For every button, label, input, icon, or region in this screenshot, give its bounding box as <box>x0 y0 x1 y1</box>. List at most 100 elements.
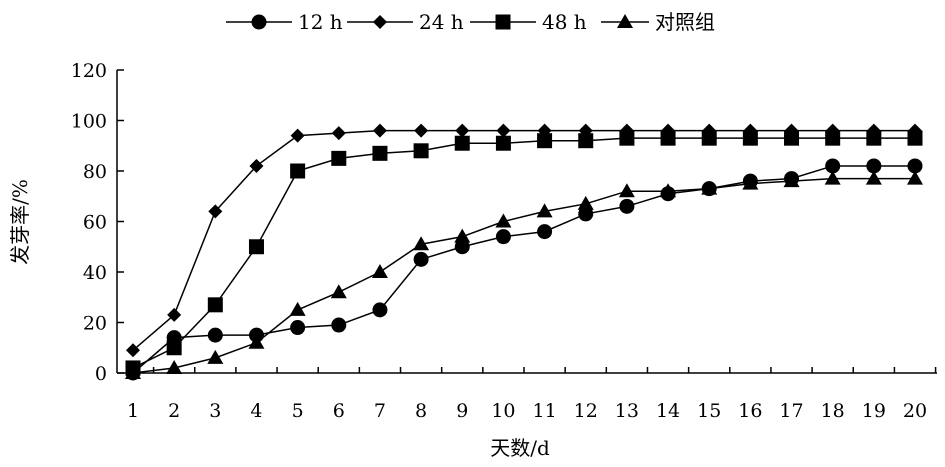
data-point <box>207 327 223 343</box>
legend-marker <box>495 14 511 30</box>
x-tick-label: 9 <box>456 400 468 422</box>
x-tick-label: 8 <box>415 400 427 422</box>
x-tick-label: 2 <box>168 400 180 422</box>
data-point <box>618 183 635 198</box>
y-axis-title: 发芽率/% <box>8 179 32 265</box>
legend-label: 48 h <box>542 10 587 34</box>
data-point <box>289 301 306 316</box>
legend-item: 对照组 <box>601 10 715 34</box>
x-tick-label: 15 <box>697 400 721 422</box>
data-point <box>372 123 387 138</box>
x-tick-label: 4 <box>250 400 262 422</box>
data-point <box>537 133 553 149</box>
series-2 <box>126 123 922 358</box>
data-point <box>866 158 882 174</box>
data-point <box>865 170 882 185</box>
x-tick-label: 17 <box>779 400 803 422</box>
data-point <box>742 175 759 190</box>
data-point <box>495 213 512 228</box>
data-point <box>454 239 470 255</box>
series-layer <box>125 123 923 381</box>
legend-label: 12 h <box>298 10 343 34</box>
series-line <box>132 165 915 374</box>
data-point <box>825 130 841 146</box>
data-point <box>660 183 677 198</box>
y-tick-label: 40 <box>83 262 107 284</box>
data-point <box>455 123 470 138</box>
legend-marker <box>373 15 387 29</box>
data-point <box>125 365 141 379</box>
data-point <box>907 170 923 185</box>
data-point <box>742 130 758 146</box>
legend-item: 12 h <box>226 10 343 34</box>
data-point <box>248 334 265 349</box>
data-point <box>207 349 224 364</box>
x-tick-label: 20 <box>903 400 927 422</box>
data-point <box>495 135 511 151</box>
data-point <box>907 158 923 174</box>
legend: 12 h 24 h 48 h 对照组 <box>226 10 715 34</box>
data-point <box>578 133 594 149</box>
data-point <box>371 264 388 278</box>
data-point <box>619 130 635 146</box>
data-point <box>413 251 429 267</box>
data-point <box>454 135 470 151</box>
data-point <box>824 170 841 185</box>
data-point <box>866 130 882 146</box>
data-point <box>577 195 594 210</box>
x-tick-label: 13 <box>615 400 639 422</box>
data-point <box>496 123 511 138</box>
data-point <box>413 143 429 159</box>
data-point <box>290 163 306 179</box>
x-axis: 1 2 3 4 5 6 7 8 9 10 11 12 13 14 15 16 17 18 19 20 <box>117 367 937 422</box>
series-3 <box>125 130 923 376</box>
data-point <box>126 343 140 358</box>
x-tick-label: 19 <box>862 400 886 422</box>
legend-item: 48 h <box>470 10 587 34</box>
data-point <box>330 284 347 299</box>
x-tick-label: 3 <box>209 400 221 422</box>
y-axis: 0 20 40 60 80 100 120 <box>71 60 124 385</box>
data-point <box>783 173 800 188</box>
data-point <box>331 150 347 166</box>
legend-label: 24 h <box>419 10 464 34</box>
x-tick-label: 16 <box>738 400 762 422</box>
data-point <box>167 307 182 322</box>
data-point <box>537 224 553 240</box>
data-point <box>619 198 635 214</box>
data-point <box>784 130 800 146</box>
y-tick-label: 60 <box>83 212 107 234</box>
data-point <box>208 204 223 219</box>
legend-item: 24 h <box>347 10 464 34</box>
x-tick-label: 5 <box>292 400 304 422</box>
data-point <box>907 130 923 146</box>
series-line <box>132 177 915 374</box>
data-point <box>454 228 471 243</box>
legend-marker <box>617 14 633 28</box>
y-tick-label: 0 <box>95 363 107 385</box>
data-point <box>825 158 841 174</box>
x-tick-label: 10 <box>491 400 515 422</box>
x-axis-title: 天数/d <box>490 436 550 460</box>
data-point <box>331 126 346 141</box>
data-point <box>290 320 306 336</box>
series-4 <box>125 170 923 379</box>
y-tick-label: 80 <box>83 161 107 183</box>
x-tick-label: 6 <box>333 400 345 422</box>
y-tick-label: 20 <box>83 313 107 335</box>
x-tick-label: 11 <box>532 400 556 422</box>
x-tick-label: 18 <box>821 400 845 422</box>
data-point <box>290 128 305 143</box>
x-tick-label: 1 <box>127 400 139 422</box>
data-point <box>701 180 718 195</box>
x-tick-label: 7 <box>374 400 386 422</box>
data-point <box>331 317 347 333</box>
x-tick-label: 14 <box>656 400 680 422</box>
x-tick-label: 12 <box>574 400 598 422</box>
data-point <box>495 229 511 245</box>
data-point <box>660 130 676 146</box>
legend-label: 对照组 <box>655 10 715 34</box>
legend-marker <box>251 14 267 30</box>
data-point <box>701 130 717 146</box>
